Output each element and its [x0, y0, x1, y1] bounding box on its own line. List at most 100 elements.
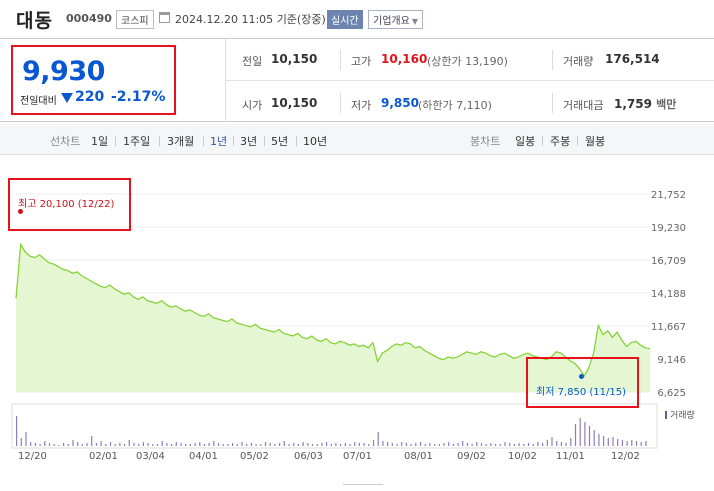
open-label: 시가: [242, 99, 263, 112]
candle-daily[interactable]: 일봉: [515, 135, 536, 148]
volume-bar: [457, 443, 459, 446]
period-3y[interactable]: 3년: [240, 135, 258, 148]
x-tick-label: 07/01: [343, 451, 372, 462]
volume-bar: [344, 443, 346, 446]
volume-bar: [551, 437, 553, 446]
volume-bar: [213, 441, 215, 446]
volume-bar: [321, 443, 323, 446]
stock-name: 대동: [16, 10, 53, 32]
x-tick-label: 04/01: [189, 451, 218, 462]
high-highlight-box: [8, 178, 131, 231]
volume-bar: [217, 443, 220, 446]
candle-chart-label: 봉차트: [470, 135, 501, 148]
candle-weekly[interactable]: 주봉: [550, 135, 571, 148]
y-tick-label: 14,188: [651, 289, 686, 300]
volume-bar: [119, 443, 121, 446]
line-chart-label: 선차트: [50, 135, 81, 148]
volume-bar: [560, 442, 562, 446]
period-10y[interactable]: 10년: [303, 135, 328, 148]
volume-bar: [579, 418, 581, 446]
period-1d[interactable]: 1일: [91, 135, 109, 148]
y-tick-label: 11,667: [651, 322, 686, 333]
divider: [552, 93, 553, 113]
period-bar: [0, 124, 714, 155]
candle-monthly[interactable]: 월봉: [585, 135, 606, 148]
volume-bar: [438, 444, 440, 446]
volume-bar: [48, 443, 51, 446]
volume-bar: [645, 441, 647, 446]
price-chart[interactable]: 21,752 19,230 16,709 14,188 11,667 9,146 6,625: [0, 170, 714, 470]
y-tick-label: 16,709: [651, 256, 686, 267]
volume-bar: [138, 444, 140, 446]
divider: [226, 80, 714, 81]
volume-bar: [396, 444, 398, 446]
volume-bar: [124, 444, 126, 446]
volume-bar: [39, 444, 41, 446]
volume-bar: [44, 441, 46, 446]
volume-bar: [67, 444, 69, 446]
period-5y[interactable]: 5년: [271, 135, 289, 148]
volume-bar: [283, 441, 285, 446]
volume-bar: [607, 438, 609, 446]
x-tick-label: 10/02: [508, 451, 537, 462]
volume-bar: [419, 442, 422, 446]
volume-bar: [302, 442, 304, 446]
volume-bar: [476, 442, 478, 446]
volume-bar: [574, 424, 577, 446]
volume-bar: [448, 442, 450, 446]
volume-bar: [147, 443, 149, 446]
prev-close-label: 전일: [242, 55, 263, 68]
divider: [115, 136, 116, 146]
volume-bar: [424, 444, 426, 446]
volume-bar: [372, 440, 375, 446]
divider: [340, 93, 341, 113]
volume-bar: [156, 444, 159, 446]
volume-bar: [631, 440, 633, 446]
low-label: 저가: [351, 99, 372, 112]
volume-bar: [81, 444, 83, 446]
period-3m[interactable]: 3개월: [167, 135, 195, 148]
volume-bar: [626, 441, 628, 446]
volume-bar: [152, 444, 154, 446]
volume-bar: [274, 444, 276, 446]
chart-resize-handle[interactable]: [343, 484, 383, 491]
company-overview-button[interactable]: 기업개요 ▼: [368, 10, 423, 29]
volume-bar: [462, 441, 464, 446]
low-value: 9,850: [381, 96, 419, 110]
volume-bar: [63, 443, 65, 446]
volume-bar: [105, 444, 107, 446]
divider: [542, 136, 543, 146]
low-marker: [579, 374, 584, 379]
volume-bar: [100, 441, 102, 446]
volume-bar: [307, 443, 309, 446]
high-annotation: 최고 20,100 (12/22): [18, 199, 115, 210]
volume-bar: [570, 438, 572, 446]
volume-bar: [232, 443, 234, 446]
volume-bar: [405, 443, 407, 446]
volume-bar: [518, 443, 520, 446]
y-tick-label: 6,625: [657, 388, 686, 399]
volume-bar: [368, 444, 370, 446]
volume-bar: [72, 440, 74, 446]
volume-bar: [166, 443, 168, 446]
period-1y[interactable]: 1년: [210, 135, 228, 148]
trade-value: 1,759 백만: [614, 97, 677, 111]
low-annotation: 최저 7,850 (11/15): [536, 387, 627, 398]
volume-bar: [279, 443, 281, 446]
volume-bar: [621, 440, 623, 446]
y-tick-label: 9,146: [657, 355, 686, 366]
volume-bar: [532, 444, 534, 446]
realtime-badge[interactable]: 실시간: [327, 10, 363, 29]
divider: [264, 136, 265, 146]
volume-bar: [490, 443, 492, 446]
volume-bar: [401, 442, 403, 446]
volume-bar: [584, 422, 586, 446]
volume-bar: [91, 436, 93, 446]
period-1w[interactable]: 1주일: [123, 135, 151, 148]
volume-bar: [250, 443, 252, 446]
quote-panel: [0, 38, 714, 122]
volume-bar: [260, 444, 262, 446]
volume-bar: [593, 430, 595, 446]
volume-bar: [377, 432, 379, 446]
high-label: 고가: [351, 55, 372, 68]
